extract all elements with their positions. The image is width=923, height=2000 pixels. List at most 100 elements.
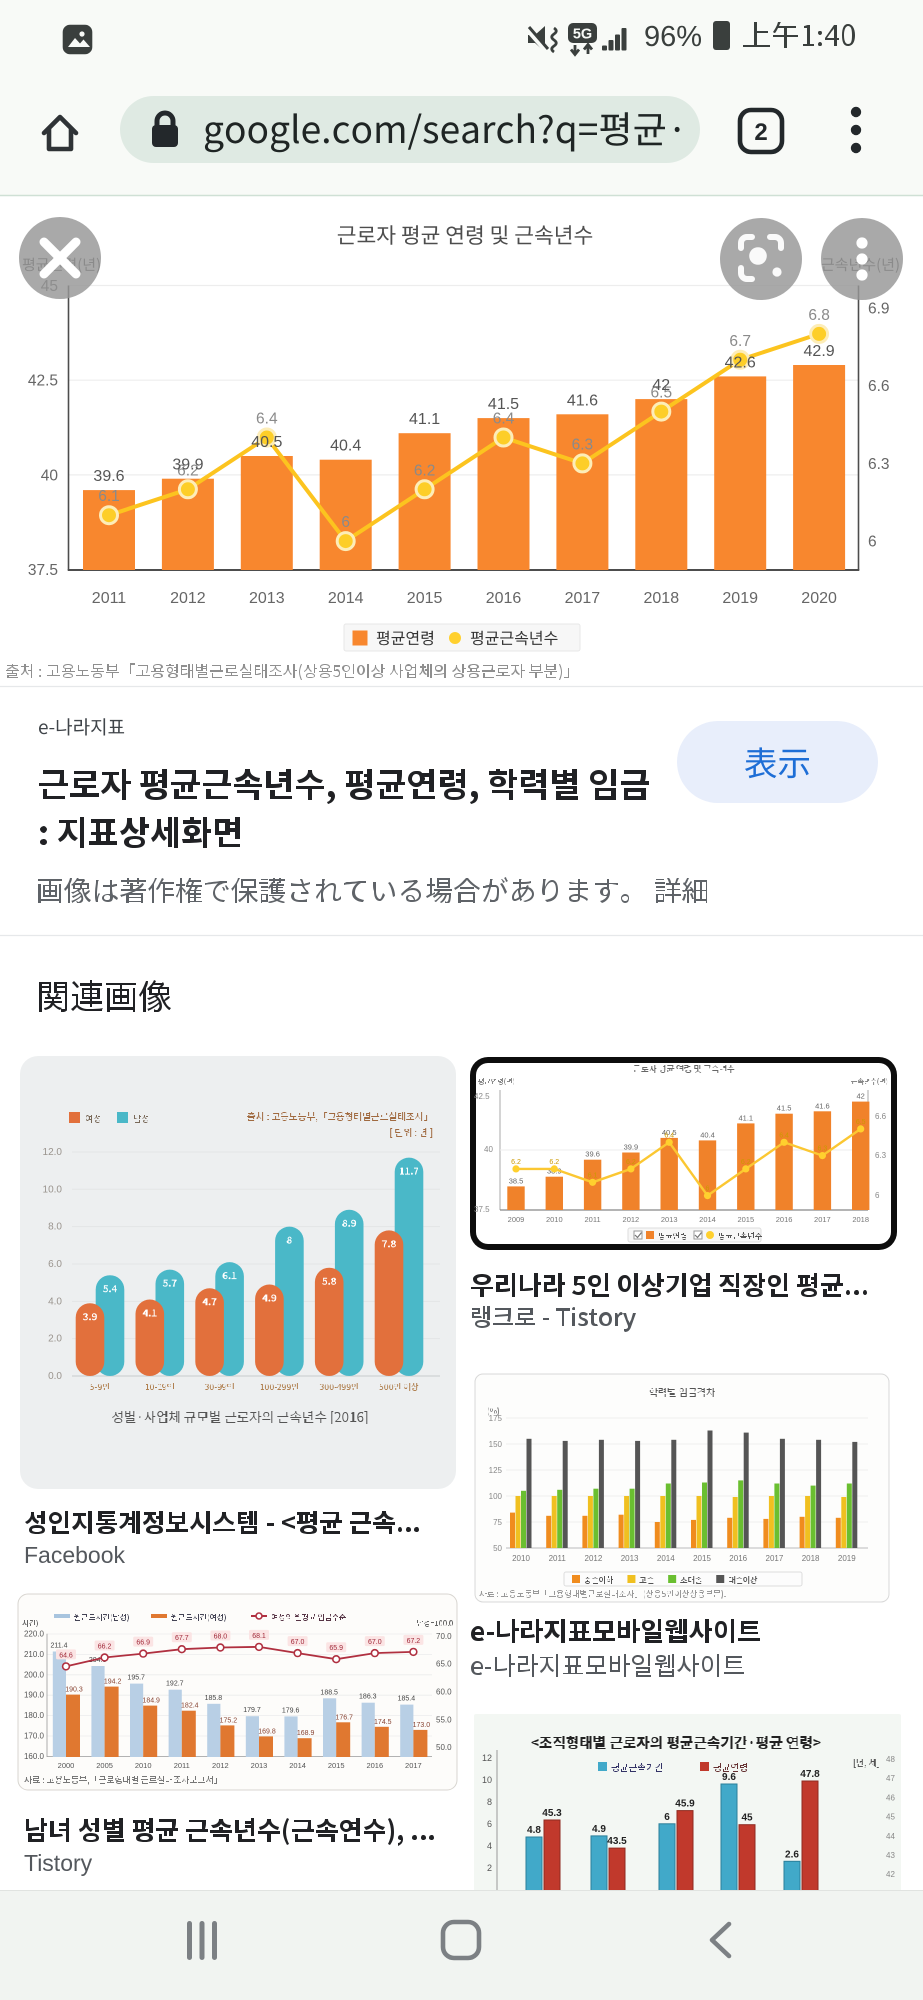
svg-text:2019: 2019 [838, 1554, 856, 1563]
svg-text:2013: 2013 [251, 1761, 268, 1770]
svg-text:50: 50 [493, 1544, 502, 1553]
svg-text:2.6: 2.6 [785, 1849, 799, 1860]
svg-text:42: 42 [857, 1092, 865, 1101]
svg-text:40.5: 40.5 [251, 434, 282, 451]
svg-text:204.3: 204.3 [89, 1657, 107, 1664]
svg-text:67.2: 67.2 [407, 1638, 421, 1645]
svg-text:2: 2 [754, 119, 767, 146]
svg-text:45: 45 [741, 1813, 753, 1824]
svg-text:6: 6 [875, 1191, 880, 1200]
svg-text:40: 40 [41, 467, 59, 484]
svg-text:6.2: 6.2 [626, 1159, 636, 1166]
svg-text:39.9: 39.9 [624, 1142, 639, 1151]
svg-text:195.7: 195.7 [127, 1675, 145, 1682]
svg-text:2013: 2013 [249, 590, 285, 607]
svg-text:2015: 2015 [407, 590, 443, 607]
svg-text:2005: 2005 [96, 1761, 113, 1770]
svg-text:210.0: 210.0 [24, 1650, 45, 1659]
svg-text:6.1: 6.1 [588, 1172, 598, 1179]
svg-text:160.0: 160.0 [24, 1752, 45, 1761]
svg-text:96%: 96% [644, 21, 702, 53]
svg-text:40.5: 40.5 [662, 1128, 677, 1137]
svg-text:192.7: 192.7 [166, 1681, 184, 1688]
svg-text:6: 6 [487, 1819, 492, 1829]
svg-text:6: 6 [868, 534, 877, 551]
svg-text:220.0: 220.0 [24, 1630, 45, 1639]
svg-text:170.0: 170.0 [24, 1732, 45, 1741]
svg-text:2017: 2017 [766, 1554, 784, 1563]
svg-text:42: 42 [652, 377, 670, 394]
svg-text:68.0: 68.0 [214, 1633, 228, 1640]
svg-text:150: 150 [489, 1440, 503, 1449]
svg-text:4.8: 4.8 [527, 1825, 541, 1836]
svg-text:2016: 2016 [776, 1215, 793, 1224]
svg-text:6.3: 6.3 [572, 436, 594, 453]
svg-text:41.1: 41.1 [409, 411, 440, 428]
svg-text:48: 48 [886, 1755, 895, 1764]
svg-text:2011: 2011 [174, 1761, 190, 1770]
svg-text:65.0: 65.0 [436, 1660, 452, 1669]
svg-text:182.4: 182.4 [181, 1703, 199, 1710]
svg-text:6.0: 6.0 [48, 1259, 62, 1270]
svg-text:8: 8 [487, 1797, 492, 1807]
svg-text:175.2: 175.2 [220, 1717, 238, 1724]
svg-text:6.6: 6.6 [868, 378, 890, 395]
svg-text:2014: 2014 [289, 1761, 306, 1770]
svg-text:185.4: 185.4 [398, 1696, 416, 1703]
svg-text:46: 46 [886, 1793, 895, 1802]
svg-text:2011: 2011 [585, 1215, 601, 1224]
svg-text:2013: 2013 [621, 1554, 639, 1563]
svg-text:186.3: 186.3 [359, 1694, 377, 1701]
svg-text:6.1: 6.1 [98, 488, 120, 505]
svg-text:67.0: 67.0 [368, 1639, 382, 1646]
svg-text:175: 175 [489, 1414, 503, 1423]
svg-text:200.0: 200.0 [24, 1670, 45, 1679]
svg-text:55.0: 55.0 [436, 1715, 452, 1724]
svg-text:42.5: 42.5 [474, 1092, 490, 1101]
svg-text:6.5: 6.5 [651, 385, 673, 402]
svg-text:44: 44 [886, 1832, 895, 1841]
svg-text:6.4: 6.4 [779, 1132, 789, 1139]
svg-text:6.5: 6.5 [856, 1119, 866, 1126]
svg-text:2012: 2012 [585, 1554, 603, 1563]
svg-text:6.4: 6.4 [664, 1132, 674, 1139]
svg-text:39.6: 39.6 [93, 468, 124, 485]
svg-text:0.0: 0.0 [48, 1371, 62, 1382]
svg-text:6: 6 [706, 1186, 710, 1193]
svg-text:2011: 2011 [92, 590, 127, 607]
svg-text:47.8: 47.8 [800, 1769, 820, 1780]
svg-text:6.6: 6.6 [875, 1112, 887, 1121]
svg-text:2000: 2000 [58, 1761, 75, 1770]
svg-text:6.2: 6.2 [549, 1159, 559, 1166]
svg-text:173.0: 173.0 [413, 1722, 431, 1729]
svg-text:60.0: 60.0 [436, 1687, 452, 1696]
svg-text:6.9: 6.9 [868, 301, 890, 318]
svg-text:2018: 2018 [644, 590, 680, 607]
svg-text:40.4: 40.4 [700, 1130, 715, 1139]
svg-text:179.6: 179.6 [282, 1707, 300, 1714]
svg-text:45.9: 45.9 [675, 1799, 695, 1810]
svg-text:190.0: 190.0 [24, 1691, 45, 1700]
svg-text:176.7: 176.7 [335, 1714, 353, 1721]
svg-text:2010: 2010 [512, 1554, 530, 1563]
svg-text:12: 12 [482, 1753, 492, 1763]
svg-text:66.2: 66.2 [98, 1644, 112, 1651]
svg-text:125: 125 [489, 1466, 503, 1475]
svg-text:67.0: 67.0 [291, 1639, 305, 1646]
svg-text:4: 4 [487, 1841, 492, 1851]
svg-text:37.5: 37.5 [28, 562, 58, 579]
svg-text:42: 42 [886, 1870, 895, 1879]
svg-text:2010: 2010 [135, 1761, 152, 1770]
svg-text:2015: 2015 [737, 1215, 754, 1224]
svg-text:12.0: 12.0 [43, 1147, 63, 1158]
svg-text:2014: 2014 [657, 1554, 675, 1563]
svg-text:190.3: 190.3 [65, 1687, 83, 1694]
svg-text:47: 47 [886, 1774, 895, 1783]
svg-text:184.9: 184.9 [142, 1698, 160, 1705]
svg-text:70.0: 70.0 [436, 1632, 452, 1641]
svg-text:2018: 2018 [852, 1215, 869, 1224]
svg-text:169.8: 169.8 [258, 1728, 276, 1735]
svg-text:2014: 2014 [699, 1215, 716, 1224]
svg-text:2009: 2009 [508, 1215, 525, 1224]
svg-text:5G: 5G [573, 27, 592, 43]
